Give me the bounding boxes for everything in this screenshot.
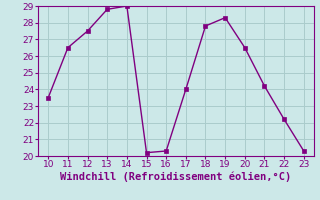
X-axis label: Windchill (Refroidissement éolien,°C): Windchill (Refroidissement éolien,°C): [60, 172, 292, 182]
